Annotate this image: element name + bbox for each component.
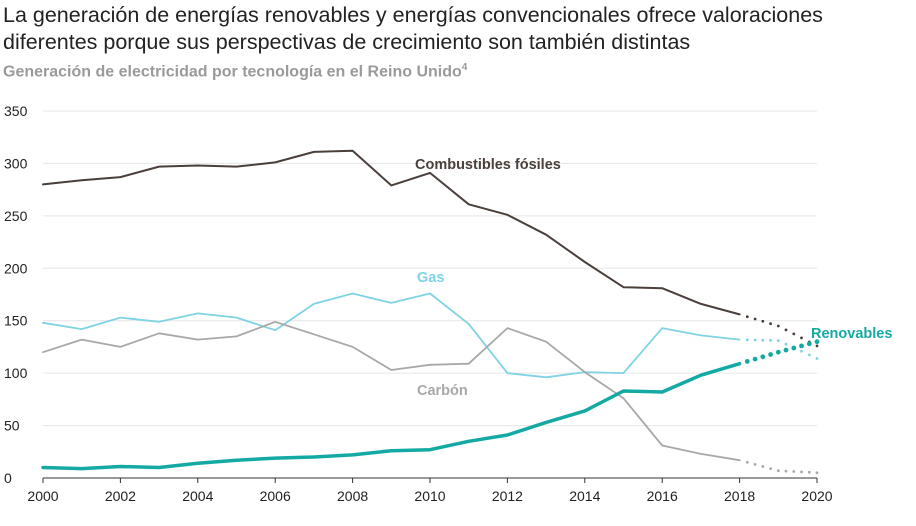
projection-dot-carbon-5 xyxy=(784,469,788,473)
y-axis: 0 50 100 150 200 250 300 350 xyxy=(4,103,28,486)
projection-dot-combustibles-fosiles-1 xyxy=(753,317,757,321)
projection-dot-gas-9 xyxy=(815,357,819,360)
projection-dot-renovables-1 xyxy=(752,356,758,362)
projection-dot-carbon-2 xyxy=(761,465,765,468)
projection-dot-renovables-8 xyxy=(806,341,812,347)
x-tick-label-2004: 2004 xyxy=(182,488,213,504)
projection-dot-renovables-3 xyxy=(768,352,773,357)
projection-dot-combustibles-fosiles-0 xyxy=(745,315,749,319)
series-line-renovables xyxy=(41,361,742,471)
y-tick-label-350: 350 xyxy=(4,103,28,119)
projection-dot-gas-7 xyxy=(800,349,803,353)
page-title: La generación de energías renovables y e… xyxy=(3,3,823,54)
projection-dot-gas-8 xyxy=(807,353,811,357)
projection-dot-carbon-0 xyxy=(745,460,749,464)
gridlines xyxy=(43,110,817,427)
series-line-combustibles-fosiles xyxy=(42,149,741,316)
projection-dot-renovables-5 xyxy=(783,347,789,353)
y-tick-label-50: 50 xyxy=(4,418,20,434)
x-tick-label-2012: 2012 xyxy=(492,488,523,504)
projection-dot-carbon-4 xyxy=(776,469,780,473)
projection-dot-carbon-9 xyxy=(815,471,819,475)
series-line-gas xyxy=(42,292,741,379)
x-tick-label-2014: 2014 xyxy=(569,488,600,504)
series-label-gas: Gas xyxy=(417,270,444,286)
subtitle-footnote: 4 xyxy=(461,62,468,73)
y-tick-label-0: 0 xyxy=(4,470,12,486)
y-tick-label-100: 100 xyxy=(4,365,28,381)
y-tick-label-250: 250 xyxy=(4,208,28,224)
x-tick-label-2018: 2018 xyxy=(724,488,755,504)
y-tick-label-300: 300 xyxy=(4,155,28,171)
page-subtitle: Generación de electricidad por tecnologí… xyxy=(3,62,467,81)
x-tick-label-2008: 2008 xyxy=(337,488,368,504)
x-tick-label-2006: 2006 xyxy=(260,488,291,504)
projection-dot-gas-1 xyxy=(753,338,757,342)
projection-dot-renovables-0 xyxy=(744,359,750,364)
x-tick-label-2000: 2000 xyxy=(27,488,58,504)
projection-dot-carbon-1 xyxy=(753,463,757,466)
projection-dot-carbon-3 xyxy=(769,467,772,470)
projection-dot-renovables-7 xyxy=(799,343,804,349)
projection-dot-combustibles-fosiles-2 xyxy=(761,319,765,323)
y-tick-label-150: 150 xyxy=(4,313,28,329)
projection-dot-gas-2 xyxy=(761,338,765,342)
series-label-combustibles-fosiles: Combustibles fósiles xyxy=(415,157,561,173)
x-axis: 2000 2002 2004 2006 2008 2010 2012 2014 2016 2018… xyxy=(27,477,833,504)
projection-dot-gas-0 xyxy=(745,338,749,342)
series-labels: Combustibles fósiles Gas Carbón Renovabl… xyxy=(415,157,892,399)
projection-dot-renovables-9 xyxy=(814,339,820,345)
projection-dot-renovables-2 xyxy=(760,354,766,360)
projection-dot-combustibles-fosiles-4 xyxy=(776,324,780,328)
series-label-renovables: Renovables xyxy=(811,326,892,342)
projection-dot-carbon-7 xyxy=(800,470,803,474)
projection-dot-combustibles-fosiles-9 xyxy=(815,344,819,348)
projection-dot-carbon-8 xyxy=(807,470,811,474)
projection-dot-combustibles-fosiles-3 xyxy=(769,322,772,326)
projection-dot-carbon-6 xyxy=(792,470,796,473)
projection-dot-gas-3 xyxy=(769,339,772,342)
projection-dot-combustibles-fosiles-6 xyxy=(792,332,796,336)
x-tick-label-2016: 2016 xyxy=(647,488,678,504)
x-tick-label-2020: 2020 xyxy=(801,488,832,504)
series-line-carbon xyxy=(42,320,741,462)
y-tick-label-200: 200 xyxy=(4,260,28,276)
projection-dot-combustibles-fosiles-5 xyxy=(784,328,788,332)
series-label-carbon: Carbón xyxy=(417,383,468,399)
projection-dot-renovables-4 xyxy=(775,349,781,355)
x-tick-label-2002: 2002 xyxy=(105,488,136,504)
x-tick-label-2010: 2010 xyxy=(414,488,445,504)
subtitle-text: Generación de electricidad por tecnologí… xyxy=(3,63,462,81)
projection-dot-gas-5 xyxy=(784,342,788,346)
projection-dot-gas-4 xyxy=(776,339,780,342)
projection-dot-combustibles-fosiles-7 xyxy=(800,336,803,340)
series-layer xyxy=(41,149,820,475)
projection-dot-renovables-6 xyxy=(791,345,797,351)
